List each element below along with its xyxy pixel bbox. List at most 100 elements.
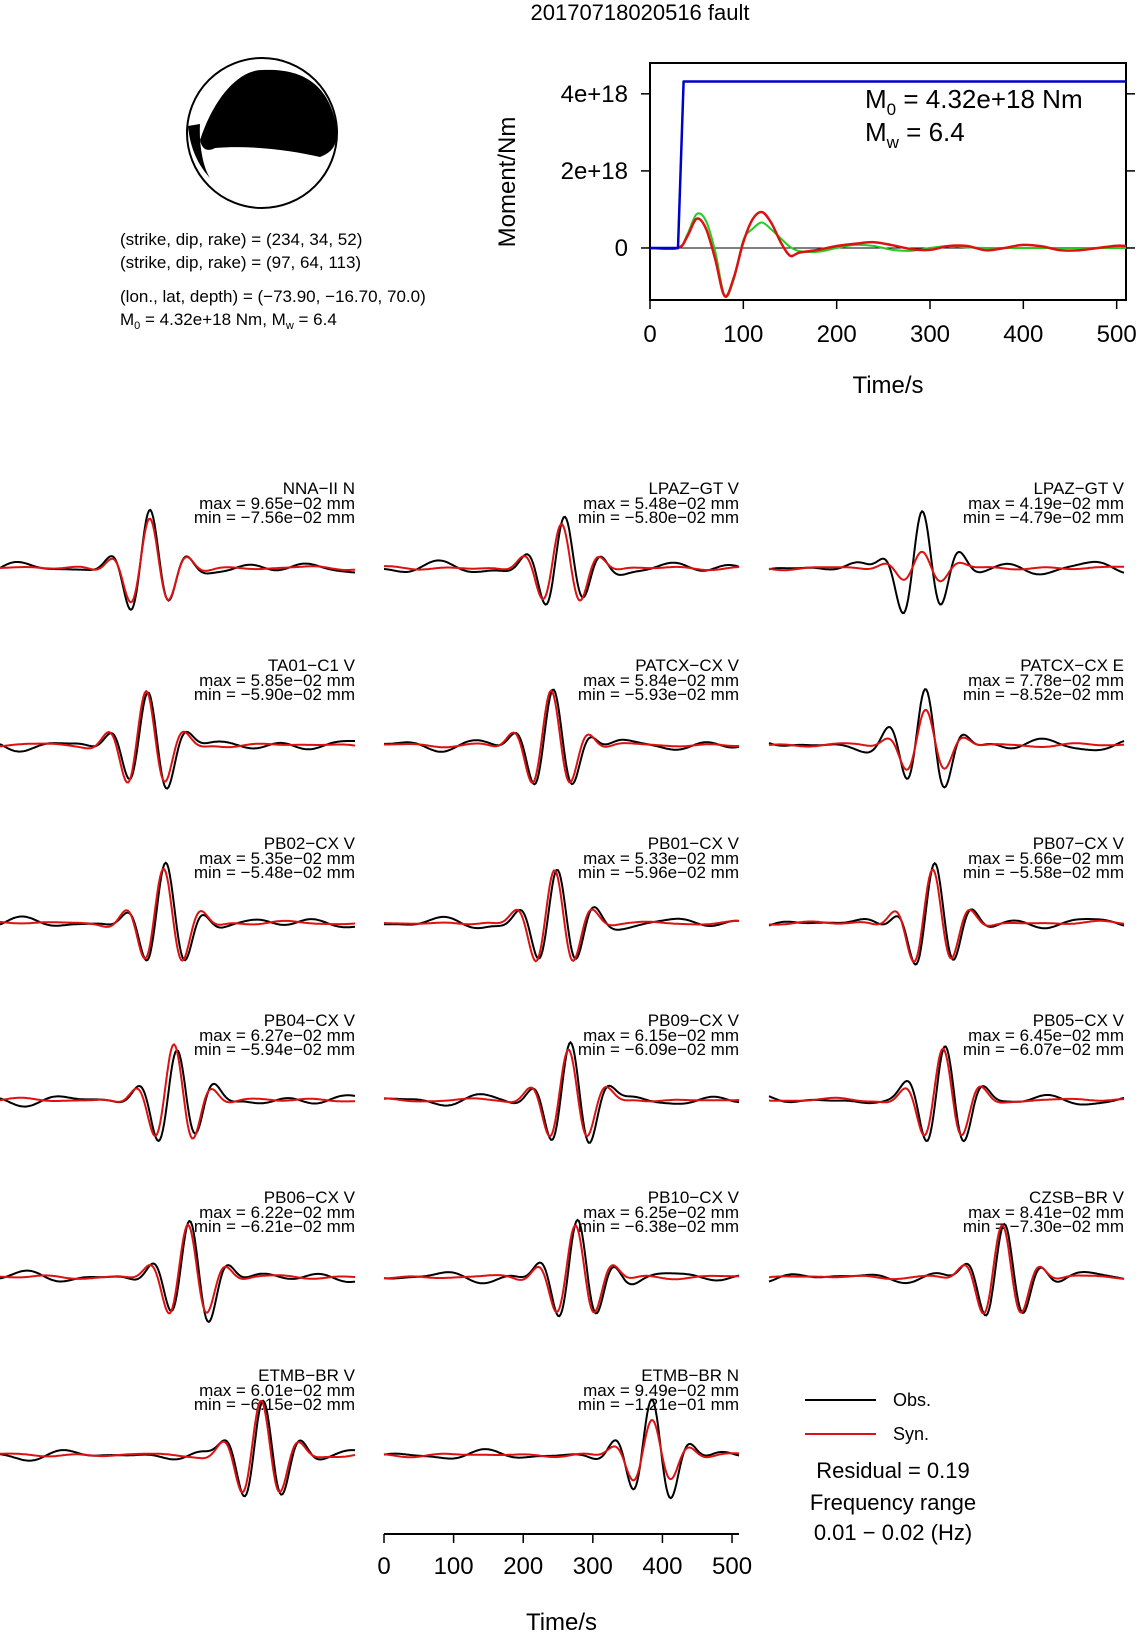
- station-min: min = −8.52e−02 mm: [963, 685, 1124, 704]
- station-max: max = 5.85e−02 mm: [199, 671, 355, 690]
- waveform-xtick-label: 300: [573, 1553, 613, 1580]
- station-max: max = 9.65e−02 mm: [199, 494, 355, 513]
- mechanism-info: (strike, dip, rake) = (234, 34, 52) (str…: [120, 230, 426, 332]
- station-name: LPAZ−GT V: [1033, 479, 1124, 498]
- stf-moment-curve: [650, 80, 1126, 250]
- stf-xtick-label: 500: [1097, 321, 1137, 348]
- observed-trace: [383, 515, 740, 606]
- stf-xtick-label: 400: [1003, 321, 1043, 348]
- synthetic-trace: [383, 1048, 740, 1138]
- station-min: min = −5.48e−02 mm: [194, 863, 355, 882]
- observed-trace: [384, 688, 740, 786]
- synthetic-trace: [768, 550, 1124, 583]
- station-max: max = 6.45e−02 mm: [968, 1026, 1124, 1045]
- observed-trace: [384, 869, 740, 960]
- nodal-plane-1: (strike, dip, rake) = (234, 34, 52): [120, 230, 362, 249]
- stf-m0-m: M: [865, 84, 887, 114]
- synthetic-trace: [383, 523, 740, 602]
- stf-m0-sub: 0: [887, 100, 896, 119]
- station-max: max = 5.33e−02 mm: [583, 849, 739, 868]
- station-max: max = 5.35e−02 mm: [199, 849, 355, 868]
- beachball-compression-quadrant: [200, 69, 337, 157]
- mw-rest: = 6.4: [294, 310, 337, 329]
- synthetic-trace: [383, 1419, 739, 1482]
- stf-mw-annotation: Mw = 6.4: [865, 117, 965, 152]
- residual-text: Residual = 0.19: [816, 1458, 970, 1483]
- station-min: min = −6.38e−02 mm: [578, 1217, 739, 1236]
- observed-trace: [768, 1222, 1125, 1317]
- station-name: PB01−CX V: [648, 834, 740, 853]
- station-min: min = −5.93e−02 mm: [578, 685, 739, 704]
- synthetic-trace: [769, 868, 1125, 964]
- stf-chart: 0 100 200 300 400 500 0 2e+18 4e+18 Moment/Nm Ti…: [494, 62, 1137, 399]
- stf-ytick-label: 0: [615, 235, 628, 262]
- nodal-plane-2: (strike, dip, rake) = (97, 64, 113): [120, 253, 361, 272]
- observed-trace: [0, 1048, 356, 1143]
- station-max: max = 6.01e−02 mm: [199, 1381, 355, 1400]
- station-max: max = 5.66e−02 mm: [968, 849, 1124, 868]
- stf-mw-m: M: [865, 117, 887, 147]
- synthetic-trace: [768, 1224, 1125, 1315]
- station-max: max = 7.78e−02 mm: [968, 671, 1124, 690]
- stf-xlabel: Time/s: [852, 372, 923, 399]
- observed-trace: [384, 1040, 740, 1144]
- observed-trace: [0, 1219, 356, 1324]
- beachball-compression-sliver: [188, 124, 210, 178]
- station-name: ETMB−BR V: [258, 1366, 355, 1385]
- station-name: PB09−CX V: [648, 1011, 740, 1030]
- synthetic-trace: [0, 868, 356, 962]
- station-max: max = 6.15e−02 mm: [583, 1026, 739, 1045]
- stf-mw-value: = 6.4: [899, 117, 965, 147]
- station-max: max = 6.25e−02 mm: [583, 1203, 739, 1222]
- station-min: min = −5.58e−02 mm: [963, 863, 1124, 882]
- waveform-xlabel: Time/s: [526, 1609, 597, 1636]
- station-name: PB07−CX V: [1033, 834, 1125, 853]
- synthetic-trace: [384, 689, 740, 784]
- station-name: PB10−CX V: [648, 1188, 740, 1207]
- station-name: LPAZ−GT V: [648, 479, 739, 498]
- station-max: max = 8.41e−02 mm: [968, 1203, 1124, 1222]
- synthetic-trace: [0, 517, 356, 604]
- stf-ylabel: Moment/Nm: [494, 117, 521, 248]
- stf-xtick-label: 0: [643, 321, 656, 348]
- station-min: min = −5.80e−02 mm: [578, 508, 739, 527]
- observed-trace: [383, 1218, 740, 1318]
- station-name: CZSB−BR V: [1029, 1188, 1125, 1207]
- waveform-time-axis: 0 100 200 300 400 500 Time/s: [377, 1533, 752, 1636]
- station-max: max = 9.49e−02 mm: [583, 1381, 739, 1400]
- station-min: min = −7.30e−02 mm: [963, 1217, 1124, 1236]
- stf-lines: [649, 80, 1127, 299]
- beachball: [186, 57, 338, 209]
- station-max: max = 6.22e−02 mm: [199, 1203, 355, 1222]
- legend: Obs. Syn. Residual = 0.19 Frequency rang…: [805, 1390, 976, 1545]
- moment-rest: = 4.32e+18 Nm, M: [140, 310, 286, 329]
- station-name: PATCX−CX E: [1020, 656, 1124, 675]
- synthetic-trace: [769, 1047, 1125, 1137]
- frequency-label: Frequency range: [810, 1490, 976, 1515]
- stf-plot-frame: [649, 62, 1127, 301]
- synthetic-trace: [383, 869, 739, 963]
- stf-m0-annotation: M0 = 4.32e+18 Nm: [865, 84, 1083, 119]
- station-min: min = −6.09e−02 mm: [578, 1040, 739, 1059]
- waveform-xtick-label: 0: [377, 1553, 390, 1580]
- observed-trace: [383, 1398, 740, 1500]
- synthetic-trace: [0, 1042, 355, 1140]
- figure-title: 20170718020516 fault: [531, 0, 750, 25]
- observed-trace: [0, 691, 355, 790]
- waveform-xtick-label: 400: [642, 1553, 682, 1580]
- station-name: ETMB−BR N: [641, 1366, 739, 1385]
- stf-ytick-label: 4e+18: [561, 81, 628, 108]
- station-name: PB06−CX V: [264, 1188, 356, 1207]
